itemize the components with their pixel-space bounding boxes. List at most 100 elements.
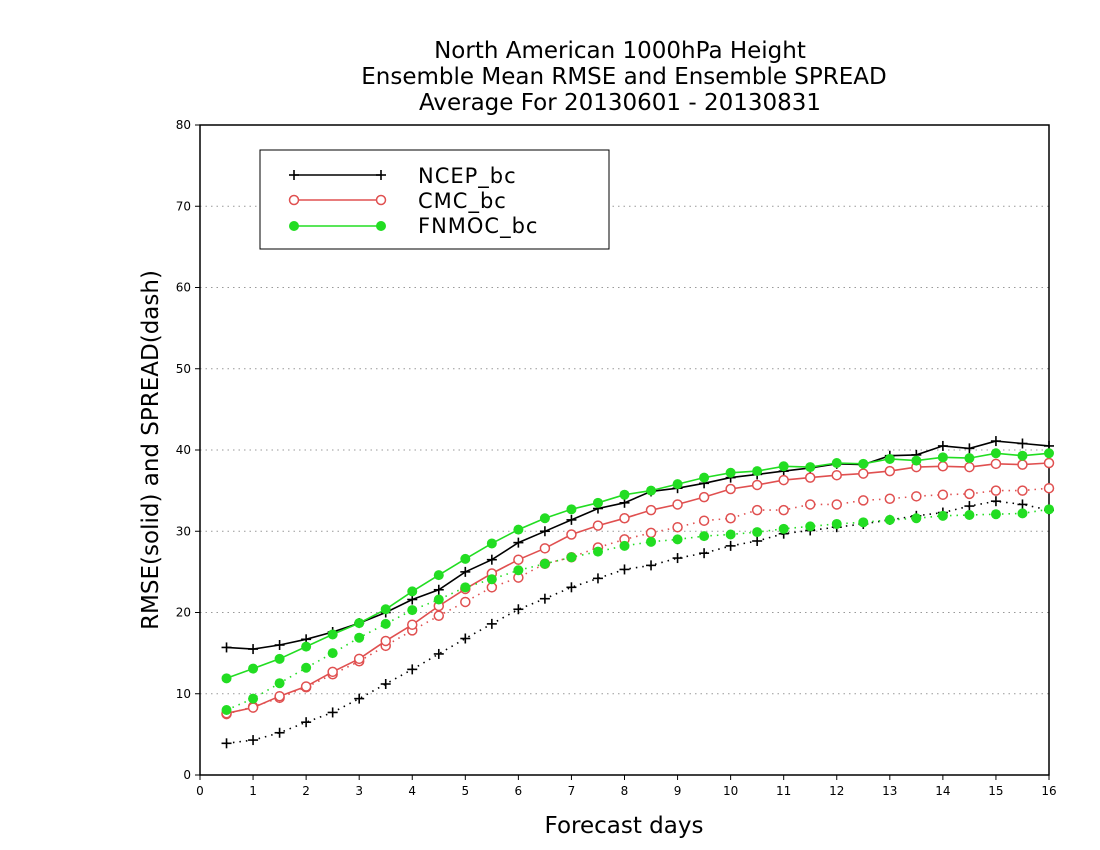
point-ncep-spread-14 [592, 573, 603, 584]
point-fnmoc-spread-12 [539, 558, 550, 569]
line-cmc-rmse [226, 462, 1050, 715]
point-ncep-spread-5 [354, 693, 365, 704]
point-fnmoc-spread-17 [672, 534, 683, 545]
point-ncep-rmse-10 [486, 554, 497, 565]
y-tick-label-40: 40 [176, 443, 191, 457]
point-fnmoc-rmse-27 [937, 452, 948, 463]
x-tick-label-13: 13 [882, 784, 897, 798]
x-tick-label-0: 0 [196, 784, 204, 798]
point-fnmoc-rmse-12 [539, 513, 550, 524]
chart-title: North American 1000hPa Height Ensemble M… [361, 38, 886, 116]
grid-lines [200, 205, 1049, 695]
point-ncep-spread-3 [301, 717, 312, 728]
point-ncep-spread-18 [699, 548, 710, 559]
point-ncep-spread-10 [486, 618, 497, 629]
point-cmc-rmse-12 [539, 543, 551, 554]
point-ncep-spread-2 [274, 727, 285, 738]
y-tick-label-10: 10 [176, 687, 191, 701]
y-tick-label-60: 60 [176, 281, 191, 295]
point-ncep-spread-16 [646, 560, 657, 571]
point-fnmoc-spread-31 [1044, 504, 1054, 515]
point-fnmoc-rmse-30 [1017, 450, 1028, 461]
point-ncep-rmse-27 [937, 440, 948, 451]
point-cmc-spread-30 [1017, 485, 1028, 496]
series-fnmoc-spread [221, 504, 1054, 715]
y-tick-label-30: 30 [176, 524, 191, 538]
point-ncep-rmse-2 [274, 640, 285, 650]
point-fnmoc-rmse-6 [380, 604, 391, 615]
point-fnmoc-rmse-5 [354, 618, 365, 629]
point-fnmoc-rmse-18 [699, 472, 710, 483]
point-fnmoc-spread-10 [486, 574, 497, 585]
line-fnmoc-spread [226, 508, 1050, 711]
point-ncep-spread-13 [566, 582, 577, 593]
point-fnmoc-rmse-8 [433, 570, 444, 581]
point-fnmoc-spread-29 [990, 509, 1001, 520]
point-fnmoc-spread-26 [911, 513, 922, 524]
point-fnmoc-spread-3 [301, 662, 312, 673]
point-ncep-rmse-0 [221, 642, 232, 653]
point-ncep-spread-4 [327, 707, 338, 718]
point-fnmoc-spread-11 [513, 565, 524, 576]
point-fnmoc-spread-30 [1017, 508, 1028, 519]
point-fnmoc-rmse-22 [805, 462, 816, 473]
point-ncep-spread-6 [380, 679, 391, 689]
title-line-2: Ensemble Mean RMSE and Ensemble SPREAD [361, 64, 886, 90]
series-layer [221, 436, 1055, 749]
point-cmc-rmse-4 [327, 666, 338, 678]
point-fnmoc-rmse-25 [884, 453, 895, 464]
point-fnmoc-spread-6 [380, 618, 391, 629]
point-fnmoc-spread-16 [646, 536, 657, 547]
point-ncep-rmse-29 [990, 436, 1001, 447]
point-fnmoc-spread-20 [752, 527, 763, 538]
point-cmc-rmse-20 [751, 479, 763, 491]
point-cmc-spread-23 [831, 499, 842, 510]
point-cmc-rmse-27 [937, 461, 949, 472]
point-fnmoc-spread-14 [592, 546, 603, 557]
point-fnmoc-rmse-29 [990, 448, 1001, 459]
point-cmc-spread-21 [778, 504, 789, 516]
point-fnmoc-rmse-28 [964, 453, 975, 464]
point-ncep-spread-8 [433, 648, 444, 659]
point-fnmoc-rmse-17 [672, 479, 683, 490]
point-cmc-rmse-6 [380, 635, 391, 647]
line-fnmoc-rmse [226, 452, 1050, 680]
x-axis: 0 1 2 3 4 5 6 7 8 9 10 11 12 13 14 15 16 [196, 775, 1057, 798]
point-cmc-spread-8 [433, 610, 445, 621]
x-tick-label-12: 12 [829, 784, 844, 798]
point-fnmoc-rmse-24 [858, 458, 869, 469]
x-tick-label-5: 5 [461, 784, 469, 798]
x-axis-label: Forecast days [545, 813, 704, 839]
point-fnmoc-rmse-7 [407, 586, 418, 597]
point-fnmoc-rmse-20 [752, 466, 763, 477]
legend-marker-ncep-start [289, 170, 299, 180]
x-tick-label-2: 2 [302, 784, 310, 798]
point-fnmoc-rmse-14 [592, 497, 603, 508]
point-fnmoc-rmse-21 [778, 461, 789, 472]
x-tick-label-15: 15 [988, 784, 1003, 798]
point-cmc-rmse-23 [831, 469, 842, 481]
point-ncep-spread-30 [1017, 499, 1028, 510]
point-ncep-rmse-1 [248, 644, 259, 655]
point-ncep-rmse-12 [539, 526, 550, 537]
y-tick-label-80: 80 [176, 118, 191, 132]
legend-marker-fnmoc-end [376, 221, 386, 231]
point-fnmoc-rmse-4 [327, 629, 338, 640]
point-ncep-spread-11 [513, 604, 524, 615]
point-cmc-rmse-3 [300, 681, 312, 692]
legend: NCEP_bc CMC_bc FNMOC_bc [259, 149, 610, 250]
point-ncep-spread-9 [460, 633, 471, 644]
point-ncep-rmse-28 [964, 443, 975, 454]
point-cmc-spread-22 [804, 499, 816, 510]
point-ncep-spread-15 [619, 564, 630, 575]
point-ncep-rmse-13 [566, 514, 577, 525]
point-cmc-spread-25 [884, 493, 896, 504]
point-cmc-rmse-2 [274, 690, 285, 702]
y-tick-label-50: 50 [176, 362, 191, 376]
point-fnmoc-rmse-1 [248, 663, 259, 674]
point-cmc-rmse-14 [592, 520, 604, 531]
point-cmc-rmse-29 [990, 458, 1002, 470]
point-fnmoc-spread-4 [327, 648, 338, 659]
series-cmc-rmse [221, 457, 1055, 719]
point-fnmoc-spread-23 [831, 518, 842, 529]
